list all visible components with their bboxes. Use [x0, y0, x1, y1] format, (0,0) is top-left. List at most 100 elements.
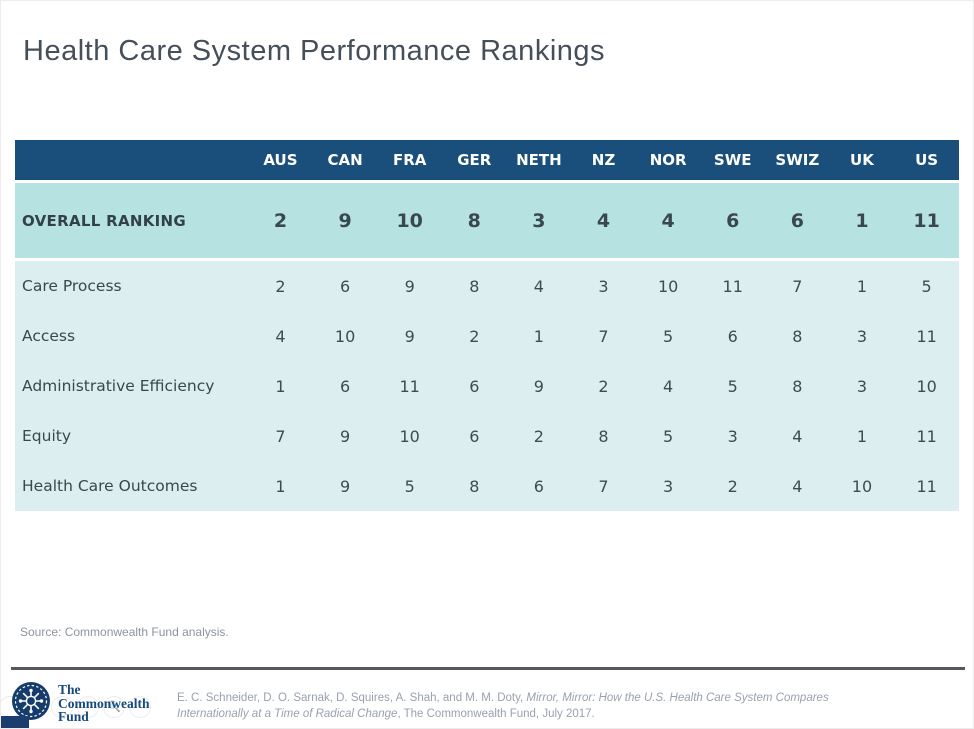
table-cell: 9	[506, 361, 572, 411]
table-cell: 11	[700, 261, 766, 311]
table-header-row: AUS CAN FRA GER NETH NZ NOR SWE SWIZ UK …	[15, 140, 959, 183]
row-label: Equity	[15, 411, 249, 461]
table-cell: 4	[765, 411, 830, 461]
corner-accent-block	[1, 716, 29, 728]
table-cell: 6	[700, 183, 766, 261]
commonwealth-fund-logo-icon	[12, 682, 50, 725]
table-cell: 5	[635, 411, 701, 461]
table-row-equity: Equity 7 9 10 6 2 8 5 3 4 1 11	[15, 411, 959, 461]
table-cell: 1	[829, 261, 895, 311]
table-cell: 8	[765, 361, 830, 411]
row-label: Care Process	[15, 261, 249, 311]
citation-text: E. C. Schneider, D. O. Sarnak, D. Squire…	[177, 690, 883, 722]
table-cell: 2	[506, 411, 572, 461]
table-cell: 6	[312, 361, 378, 411]
table-cell: 2	[571, 361, 636, 411]
row-label: OVERALL RANKING	[15, 183, 249, 261]
table-cell: 8	[441, 461, 507, 511]
table-row-health-care-outcomes: Health Care Outcomes 1 9 5 8 6 7 3 2 4 1…	[15, 461, 959, 511]
more-icon[interactable]: ⋯	[129, 696, 151, 718]
table-cell: 4	[248, 311, 313, 361]
table-cell: 8	[571, 411, 636, 461]
table-cell: 2	[700, 461, 766, 511]
table-cell: 5	[894, 261, 959, 311]
table-cell: 6	[506, 461, 572, 511]
table-cell: 11	[894, 411, 959, 461]
footer-divider	[11, 667, 965, 670]
column-header: NOR	[635, 140, 701, 183]
table-cell: 4	[506, 261, 572, 311]
column-header: US	[894, 140, 959, 183]
table-cell: 3	[506, 183, 572, 261]
table-cell: 4	[765, 461, 830, 511]
table-cell: 3	[635, 461, 701, 511]
table-cell: 1	[829, 411, 895, 461]
table-row-overall-ranking: OVERALL RANKING 2 9 10 8 3 4 4 6 6 1 11	[15, 183, 959, 261]
table-cell: 8	[441, 261, 507, 311]
column-header: SWE	[700, 140, 766, 183]
logo-text-line: Fund	[58, 709, 89, 724]
citation-title: Mirror, Mirror: How the U.S. Health Care…	[177, 692, 829, 720]
logo-text-line: Commonwealth	[58, 695, 150, 711]
table-row-administrative-efficiency: Administrative Efficiency 1 6 11 6 9 2 4…	[15, 361, 959, 411]
table-cell: 6	[441, 411, 507, 461]
column-header: CAN	[312, 140, 378, 183]
table-cell: 3	[829, 311, 895, 361]
table-cell: 10	[312, 311, 378, 361]
table-cell: 11	[377, 361, 442, 411]
row-label: Health Care Outcomes	[15, 461, 249, 511]
column-header: GER	[441, 140, 507, 183]
table-cell: 3	[829, 361, 895, 411]
table-cell: 7	[248, 411, 313, 461]
table-cell: 4	[571, 183, 636, 261]
header-corner-cell	[15, 140, 249, 183]
column-header: NETH	[506, 140, 572, 183]
table-cell: 5	[377, 461, 442, 511]
table-cell: 9	[312, 461, 378, 511]
table-cell: 3	[571, 261, 636, 311]
table-cell: 1	[248, 361, 313, 411]
table-cell: 10	[377, 411, 442, 461]
citation-authors: E. C. Schneider, D. O. Sarnak, D. Squire…	[177, 692, 527, 704]
table-cell: 9	[377, 311, 442, 361]
table-cell: 10	[377, 183, 442, 261]
column-header: SWIZ	[765, 140, 830, 183]
ghost-button[interactable]	[77, 696, 99, 718]
table-cell: 4	[635, 361, 701, 411]
search-icon[interactable]: 🔍	[103, 696, 125, 718]
table-cell: 1	[829, 183, 895, 261]
column-header: UK	[829, 140, 895, 183]
table-cell: 9	[312, 183, 378, 261]
table-cell: 9	[312, 411, 378, 461]
table-row-care-process: Care Process 2 6 9 8 4 3 10 11 7 1 5	[15, 261, 959, 311]
table-cell: 11	[894, 461, 959, 511]
column-header: AUS	[248, 140, 313, 183]
table-cell: 2	[248, 261, 313, 311]
table-cell: 9	[377, 261, 442, 311]
table-cell: 5	[700, 361, 766, 411]
column-header: FRA	[377, 140, 442, 183]
table-cell: 6	[700, 311, 766, 361]
table-row-access: Access 4 10 9 2 1 7 5 6 8 3 11	[15, 311, 959, 361]
table-cell: 7	[765, 261, 830, 311]
table-cell: 5	[635, 311, 701, 361]
column-header: NZ	[571, 140, 636, 183]
row-label: Access	[15, 311, 249, 361]
table-cell: 11	[894, 311, 959, 361]
table-cell: 6	[765, 183, 830, 261]
table-cell: 1	[506, 311, 572, 361]
table-cell: 8	[441, 183, 507, 261]
commonwealth-fund-logo-text: The Commonwealth Fund	[58, 683, 150, 724]
rankings-table: AUS CAN FRA GER NETH NZ NOR SWE SWIZ UK …	[15, 140, 959, 511]
row-label: Administrative Efficiency	[15, 361, 249, 411]
ghost-button[interactable]	[51, 696, 73, 718]
table-cell: 6	[441, 361, 507, 411]
table-cell: 2	[441, 311, 507, 361]
table-cell: 1	[248, 461, 313, 511]
source-note: Source: Commonwealth Fund analysis.	[20, 625, 229, 639]
table-cell: 10	[635, 261, 701, 311]
table-cell: 11	[894, 183, 959, 261]
logo-text-line: The	[58, 682, 81, 697]
table-cell: 7	[571, 461, 636, 511]
